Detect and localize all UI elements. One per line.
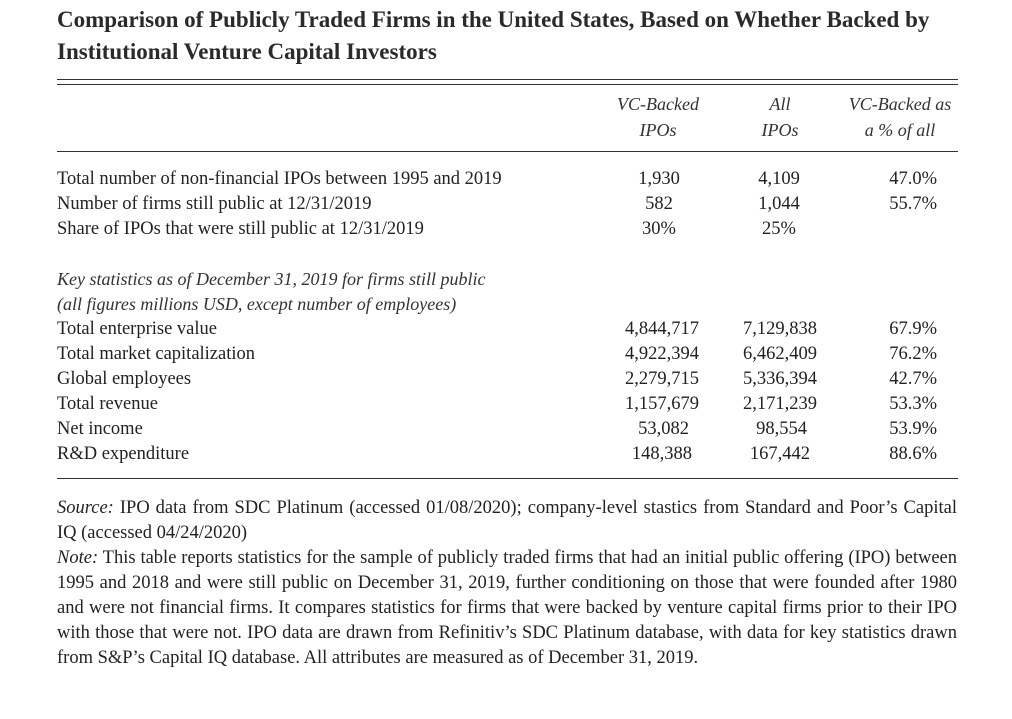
row-label: Total revenue [57, 394, 158, 414]
table-title: Comparison of Publicly Traded Firms in t… [57, 7, 930, 64]
source-label: Source: [57, 498, 114, 518]
col-header-vc-line2: IPOs [639, 120, 677, 140]
col-header-pct: VC-Backed as a % of all [830, 91, 970, 143]
col-header-all: All IPOs [730, 91, 830, 143]
cell-all: 4,109 [758, 169, 800, 189]
row-label: Number of firms still public at 12/31/20… [57, 194, 372, 214]
cell-vc: 4,844,717 [625, 319, 699, 339]
header-rule [57, 151, 958, 152]
col-header-pct-line1: VC-Backed as [848, 94, 952, 114]
cell-all: 25% [762, 219, 796, 239]
cell-pct: 88.6% [889, 444, 937, 464]
col-header-vc-backed: VC-Backed IPOs [598, 91, 718, 143]
cell-vc: 4,922,394 [625, 344, 699, 364]
cell-pct: 53.3% [889, 394, 937, 414]
cell-all: 167,442 [749, 444, 810, 464]
cell-pct: 53.9% [889, 419, 937, 439]
cell-vc: 1,157,679 [625, 394, 699, 414]
note-label: Note: [57, 548, 99, 568]
col-header-all-line2: IPOs [761, 120, 799, 140]
row-label: Total enterprise value [57, 319, 217, 339]
cell-pct: 67.9% [889, 319, 937, 339]
col-header-pct-line2: a % of all [864, 120, 936, 140]
section-heading-line2: (all figures millions USD, except number… [57, 294, 457, 314]
row-label: Share of IPOs that were still public at … [57, 219, 424, 239]
cell-all: 7,129,838 [743, 319, 817, 339]
cell-all: 2,171,239 [743, 394, 817, 414]
cell-pct: 76.2% [889, 344, 937, 364]
cell-pct: 42.7% [889, 369, 937, 389]
section-heading: Key statistics as of December 31, 2019 f… [57, 267, 485, 317]
cell-pct: 55.7% [889, 194, 937, 214]
cell-all: 5,336,394 [743, 369, 817, 389]
table-notes: Source: IPO data from SDC Platinum (acce… [57, 496, 957, 671]
row-label: Total market capitalization [57, 344, 256, 364]
section-heading-line1: Key statistics as of December 31, 2019 f… [57, 269, 486, 289]
row-label: R&D expenditure [57, 444, 190, 464]
cell-vc: 2,279,715 [625, 369, 699, 389]
row-label: Net income [57, 419, 143, 439]
cell-all: 6,462,409 [743, 344, 817, 364]
cell-vc: 53,082 [638, 419, 689, 439]
cell-vc: 148,388 [631, 444, 692, 464]
col-header-vc-line1: VC-Backed [617, 94, 699, 114]
top-double-rule-b [57, 84, 958, 85]
cell-vc: 582 [645, 194, 673, 214]
top-double-rule-a [57, 79, 958, 80]
row-label: Total number of non-financial IPOs betwe… [57, 169, 502, 189]
cell-all: 1,044 [758, 194, 800, 214]
source-text: IPO data from SDC Platinum (accessed 01/… [57, 498, 957, 543]
col-header-all-line1: All [769, 94, 791, 114]
row-label: Global employees [57, 369, 192, 389]
source-note: Source: IPO data from SDC Platinum (acce… [57, 496, 957, 546]
cell-vc: 1,930 [638, 169, 680, 189]
bottom-rule [57, 478, 958, 479]
table-note: Note: This table reports statistics for … [57, 546, 957, 671]
cell-all: 98,554 [756, 419, 807, 439]
cell-vc: 30% [642, 219, 676, 239]
note-text: This table reports statistics for the sa… [57, 548, 957, 668]
cell-pct: 47.0% [889, 169, 937, 189]
